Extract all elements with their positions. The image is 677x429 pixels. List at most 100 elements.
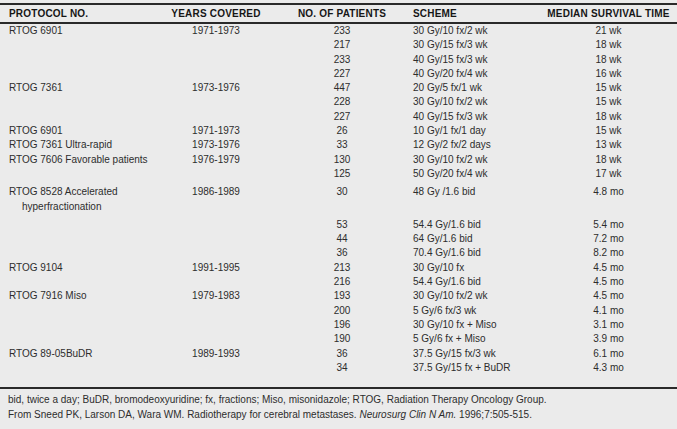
years-cell — [160, 361, 272, 375]
table-row: 4464 Gy/1.6 bid7.2 mo — [0, 232, 677, 246]
years-cell — [160, 95, 272, 109]
survival-cell: 16 wk — [540, 67, 677, 81]
years-cell: 1973-1976 — [160, 81, 272, 95]
table-row: RTOG 69011971-197323330 Gy/10 fx/2 wk21 … — [0, 23, 677, 38]
years-cell: 1971-1973 — [160, 124, 272, 138]
patients-cell: 228 — [272, 95, 412, 109]
years-cell: 1986-1989 — [160, 181, 272, 214]
survival-cell: 13 wk — [540, 138, 677, 152]
years-cell — [160, 167, 272, 181]
scheme-cell: 64 Gy/1.6 bid — [412, 232, 540, 246]
protocol-cell — [0, 67, 160, 81]
survival-cell: 4.5 mo — [540, 289, 677, 303]
column-header-scheme: SCHEME — [412, 4, 540, 23]
column-header-years-covered: YEARS COVERED — [160, 4, 272, 23]
survival-cell: 18 wk — [540, 53, 677, 67]
header-row: PROTOCOL NO. YEARS COVERED NO. OF PATIEN… — [0, 4, 677, 23]
table-row: 3437.5 Gy/15 fx + BuDR4.3 mo — [0, 361, 677, 375]
years-cell: 1979-1983 — [160, 289, 272, 303]
scheme-cell: 50 Gy/20 fx/4 wk — [412, 167, 540, 181]
scheme-cell: 70.4 Gy/1.6 bid — [412, 246, 540, 260]
table-row: 22740 Gy/20 fx/4 wk16 wk — [0, 67, 677, 81]
scheme-cell: 30 Gy/15 fx/3 wk — [412, 38, 540, 52]
protocol-cell — [0, 232, 160, 246]
protocol-table: PROTOCOL NO. YEARS COVERED NO. OF PATIEN… — [0, 3, 677, 375]
table-row: RTOG 7916 Miso1979-198319330 Gy/10 fx/2 … — [0, 289, 677, 303]
scanned-table-page: PROTOCOL NO. YEARS COVERED NO. OF PATIEN… — [0, 0, 677, 429]
years-cell — [160, 67, 272, 81]
survival-cell: 15 wk — [540, 95, 677, 109]
years-cell — [160, 53, 272, 67]
scheme-cell: 5 Gy/6 fx + Miso — [412, 332, 540, 346]
table-row: 21730 Gy/15 fx/3 wk18 wk — [0, 38, 677, 52]
protocol-cell: RTOG 6901 — [0, 124, 160, 138]
table-header: PROTOCOL NO. YEARS COVERED NO. OF PATIEN… — [0, 4, 677, 23]
survival-cell: 4.5 mo — [540, 275, 677, 289]
table-row: 23340 Gy/15 fx/3 wk18 wk — [0, 53, 677, 67]
years-cell: 1971-1973 — [160, 23, 272, 38]
table-row: 2005 Gy/6 fx/3 wk4.1 mo — [0, 304, 677, 318]
patients-cell: 190 — [272, 332, 412, 346]
years-cell — [160, 214, 272, 232]
patients-cell: 233 — [272, 53, 412, 67]
survival-cell: 21 wk — [540, 23, 677, 38]
protocol-cell — [0, 53, 160, 67]
patients-cell: 53 — [272, 214, 412, 232]
citation-text: From Sneed PK, Larson DA, Wara WM. Radio… — [8, 409, 359, 420]
patients-cell: 216 — [272, 275, 412, 289]
scheme-cell: 10 Gy/1 fx/1 day — [412, 124, 540, 138]
scheme-cell: 48 Gy /1.6 bid — [412, 181, 540, 214]
patients-cell: 196 — [272, 318, 412, 332]
protocol-name-line1: RTOG 8528 Accelerated — [9, 185, 160, 199]
footnote-abbreviations: bid, twice a day; BuDR, bromodeoxyuridin… — [8, 392, 677, 407]
scheme-cell: 30 Gy/10 fx — [412, 261, 540, 275]
table-row: RTOG 89-05BuDR1989-19933637.5 Gy/15 fx/3… — [0, 347, 677, 361]
protocol-cell — [0, 275, 160, 289]
table-row: 19630 Gy/10 fx + Miso3.1 mo — [0, 318, 677, 332]
survival-cell: 4.5 mo — [540, 261, 677, 275]
years-cell — [160, 318, 272, 332]
protocol-cell — [0, 110, 160, 124]
years-cell — [160, 246, 272, 260]
survival-cell: 18 wk — [540, 110, 677, 124]
survival-cell: 18 wk — [540, 153, 677, 167]
protocol-cell: RTOG 8528 Acceleratedhyperfractionation — [0, 181, 160, 214]
patients-cell: 213 — [272, 261, 412, 275]
survival-cell: 5.4 mo — [540, 214, 677, 232]
protocol-cell — [0, 214, 160, 232]
scheme-cell: 12 Gy/2 fx/2 days — [412, 138, 540, 152]
citation-volume-pages: 1996;7:505-515. — [456, 409, 532, 420]
column-header-protocol-no: PROTOCOL NO. — [0, 4, 160, 23]
patients-cell: 130 — [272, 153, 412, 167]
years-cell — [160, 232, 272, 246]
years-cell: 1991-1995 — [160, 261, 272, 275]
survival-cell: 6.1 mo — [540, 347, 677, 361]
survival-cell: 7.2 mo — [540, 232, 677, 246]
years-cell — [160, 332, 272, 346]
patients-cell: 447 — [272, 81, 412, 95]
table-row: 5354.4 Gy/1.6 bid5.4 mo — [0, 214, 677, 232]
citation-journal-name: Neurosurg Clin N Am. — [359, 409, 456, 420]
protocol-cell — [0, 332, 160, 346]
column-header-median-survival-time: MEDIAN SURVIVAL TIME — [540, 4, 677, 23]
table-row: RTOG 7361 Ultra-rapid1973-19763312 Gy/2 … — [0, 138, 677, 152]
patients-cell: 30 — [272, 181, 412, 214]
survival-cell: 15 wk — [540, 124, 677, 138]
scheme-cell: 30 Gy/10 fx + Miso — [412, 318, 540, 332]
scheme-cell: 54.4 Gy/1.6 bid — [412, 275, 540, 289]
patients-cell: 33 — [272, 138, 412, 152]
years-cell: 1989-1993 — [160, 347, 272, 361]
survival-cell: 17 wk — [540, 167, 677, 181]
survival-cell: 18 wk — [540, 38, 677, 52]
scheme-cell: 20 Gy/5 fx/1 wk — [412, 81, 540, 95]
patients-cell: 125 — [272, 167, 412, 181]
table-row: RTOG 69011971-19732610 Gy/1 fx/1 day15 w… — [0, 124, 677, 138]
patients-cell: 26 — [272, 124, 412, 138]
footnote-source-citation: From Sneed PK, Larson DA, Wara WM. Radio… — [8, 407, 677, 422]
scheme-cell: 54.4 Gy/1.6 bid — [412, 214, 540, 232]
patients-cell: 34 — [272, 361, 412, 375]
patients-cell: 36 — [272, 246, 412, 260]
protocol-cell: RTOG 9104 — [0, 261, 160, 275]
survival-cell: 15 wk — [540, 81, 677, 95]
scheme-cell: 30 Gy/10 fx/2 wk — [412, 153, 540, 167]
